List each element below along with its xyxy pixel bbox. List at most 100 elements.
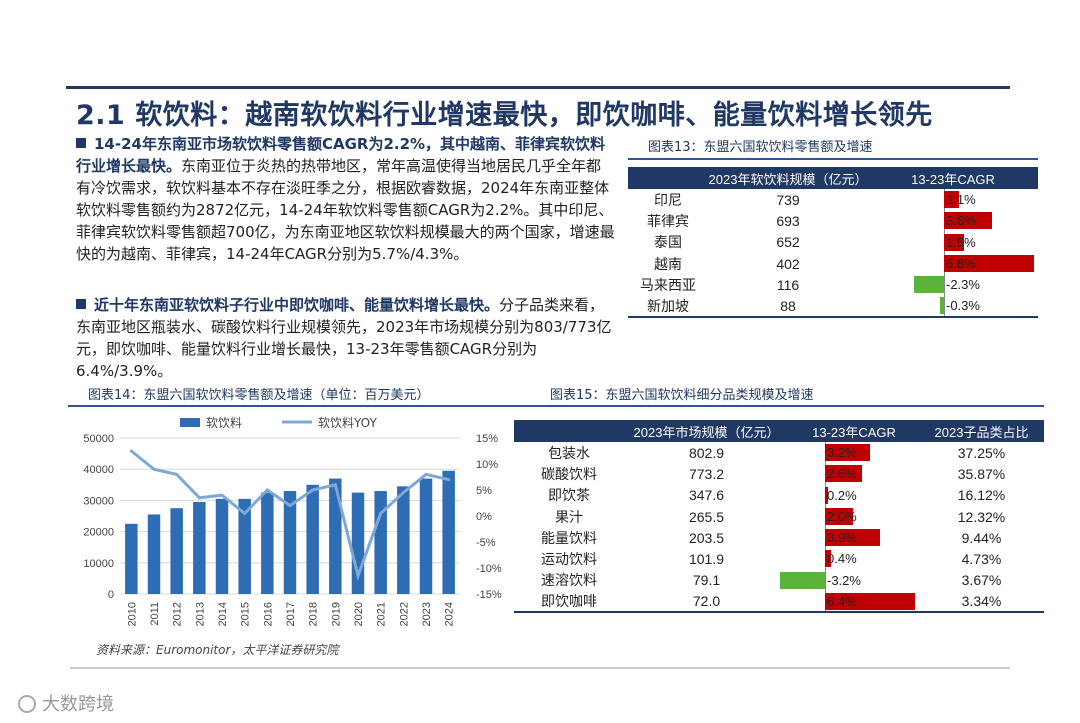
right-tick-label: -10% xyxy=(476,563,502,575)
bar-2012 xyxy=(170,508,183,594)
yoy-point-2021 xyxy=(379,511,383,515)
table-row: 越南 402 6.8% xyxy=(628,252,1038,275)
paragraph-1: 14-24年东南亚市场软饮料零售额CAGR为2.2%，其中越南、菲律宾软饮料行业… xyxy=(76,133,616,265)
cagr-cell: 3.2% xyxy=(789,442,919,464)
cagr-value: 0.4% xyxy=(827,551,857,567)
cagr-value: 1.5% xyxy=(946,234,976,250)
cagr-bar xyxy=(913,276,944,294)
country-name: 马来西亚 xyxy=(640,276,696,293)
legend-label-bar: 软饮料 xyxy=(206,416,242,430)
table-row: 新加坡 88 -0.3% xyxy=(628,295,1038,318)
market-size: 739 xyxy=(776,191,800,208)
figure13-caption-line xyxy=(628,158,1038,160)
market-size: 203.5 xyxy=(688,529,725,546)
market-size: 693 xyxy=(776,212,800,229)
cagr-bar xyxy=(825,550,831,568)
yoy-point-2022 xyxy=(401,491,405,495)
watermark: 大数跨境 xyxy=(18,690,114,716)
figure13-table: 2023年软饮料规模（亿元） 13-23年CAGR 印尼 739 1.1% 菲律宾 69… xyxy=(628,167,1038,318)
x-tick-label: 2016 xyxy=(262,602,274,626)
x-tick-label: 2013 xyxy=(194,602,206,626)
bullet-icon xyxy=(76,299,86,309)
paragraph-2-body: 分子品类来看，东南亚地区瓶装水、碳酸饮料行业规模领先，2023年市场规模分别为8… xyxy=(76,296,612,380)
figure14-caption-line xyxy=(68,405,520,407)
x-tick-label: 2018 xyxy=(308,602,320,626)
cagr-bar xyxy=(825,486,828,504)
category-share: 9.44% xyxy=(961,529,1002,546)
x-tick-label: 2024 xyxy=(444,602,456,626)
table-row: 果汁 265.5 2.0% 12.32% xyxy=(514,505,1044,528)
cagr-axis xyxy=(944,274,945,296)
cagr-value: -0.3% xyxy=(946,298,980,314)
table15-header xyxy=(514,420,624,442)
category-share: 4.73% xyxy=(961,551,1002,568)
cagr-cell: -2.3% xyxy=(868,274,1038,296)
figure13-caption: 图表13：东盟六国软饮料零售额及增速 xyxy=(648,140,873,155)
category-share: 12.32% xyxy=(957,508,1006,525)
cagr-value: 3.9% xyxy=(827,530,857,546)
left-tick-label: 30000 xyxy=(83,495,114,507)
yoy-point-2017 xyxy=(288,504,292,508)
cagr-value: 3.6% xyxy=(946,213,976,229)
yoy-point-2016 xyxy=(265,488,269,492)
category-share: 37.25% xyxy=(957,444,1006,461)
bar-2018 xyxy=(306,484,319,594)
market-size: 79.1 xyxy=(692,572,721,589)
cagr-cell: 3.6% xyxy=(868,210,1038,232)
bar-2011 xyxy=(147,514,161,594)
figure14-caption: 图表14：东盟六国软饮料零售额及增速（单位：百万美元） xyxy=(88,388,430,403)
market-size: 72.0 xyxy=(624,591,789,614)
cagr-axis xyxy=(825,569,826,592)
market-size: 802.9 xyxy=(688,444,725,461)
market-size: 652 xyxy=(776,234,800,251)
table-row: 泰国 652 1.5% xyxy=(628,231,1038,253)
bar-2021 xyxy=(374,491,387,594)
x-tick-label: 2011 xyxy=(149,602,161,626)
watermark-text: 大数跨境 xyxy=(42,694,114,715)
cagr-bar xyxy=(825,593,915,611)
yoy-point-2012 xyxy=(175,472,179,476)
top-divider xyxy=(66,86,1010,89)
bar-2022 xyxy=(397,486,410,594)
figure15-caption: 图表15：东盟六国软饮料细分品类规模及增速 xyxy=(550,388,814,403)
bar-2010 xyxy=(125,523,138,594)
cagr-value: 0.2% xyxy=(827,487,857,503)
cagr-bar xyxy=(825,465,862,483)
table15-header: 13-23年CAGR xyxy=(789,420,919,442)
category-share: 3.67% xyxy=(961,572,1002,589)
category-name: 能量饮料 xyxy=(541,529,597,546)
x-tick-label: 2021 xyxy=(376,602,388,626)
source-note: 资料来源：Euromonitor，太平洋证券研究院 xyxy=(96,643,339,657)
category-share: 35.87% xyxy=(957,465,1006,482)
paragraph-1-body: 东南亚位于炎热的热带地区，常年高温使得当地居民几乎全年都有冷饮需求，软饮料基本不… xyxy=(76,157,615,263)
right-tick-label: -5% xyxy=(476,537,496,549)
cagr-cell: 0.4% xyxy=(789,548,919,570)
table-row: 能量饮料 203.5 3.9% 9.44% xyxy=(514,527,1044,549)
cagr-cell: -0.3% xyxy=(868,295,1038,318)
cagr-value: 3.2% xyxy=(827,445,857,460)
left-tick-label: 10000 xyxy=(83,558,114,570)
x-tick-label: 2020 xyxy=(353,602,365,626)
cagr-cell: 0.2% xyxy=(789,484,919,506)
category-name: 即饮咖啡 xyxy=(514,591,624,614)
cagr-bar xyxy=(825,444,870,461)
category-share: 16.12% xyxy=(957,487,1006,504)
table-row: 即饮咖啡 72.0 6.4% 3.34% xyxy=(514,591,1044,614)
table13-header xyxy=(628,167,708,189)
category-name: 包装水 xyxy=(548,444,590,461)
cagr-bar xyxy=(944,191,959,208)
market-size: 402 xyxy=(776,255,800,272)
left-tick-label: 40000 xyxy=(83,464,114,476)
yoy-point-2024 xyxy=(447,478,451,482)
table15-header: 2023子品类占比 xyxy=(919,420,1044,442)
bar-2013 xyxy=(193,501,206,594)
market-size: 347.6 xyxy=(688,487,725,504)
left-tick-label: 0 xyxy=(108,589,114,601)
cagr-cell: 6.8% xyxy=(868,252,1038,275)
bar-2019 xyxy=(329,478,342,594)
market-size: 88 xyxy=(708,295,868,318)
market-size: 265.5 xyxy=(688,508,725,525)
yoy-point-2019 xyxy=(333,483,337,487)
table-row: 碳酸饮料 773.2 2.6% 35.87% xyxy=(514,463,1044,485)
cagr-bar xyxy=(944,212,992,230)
